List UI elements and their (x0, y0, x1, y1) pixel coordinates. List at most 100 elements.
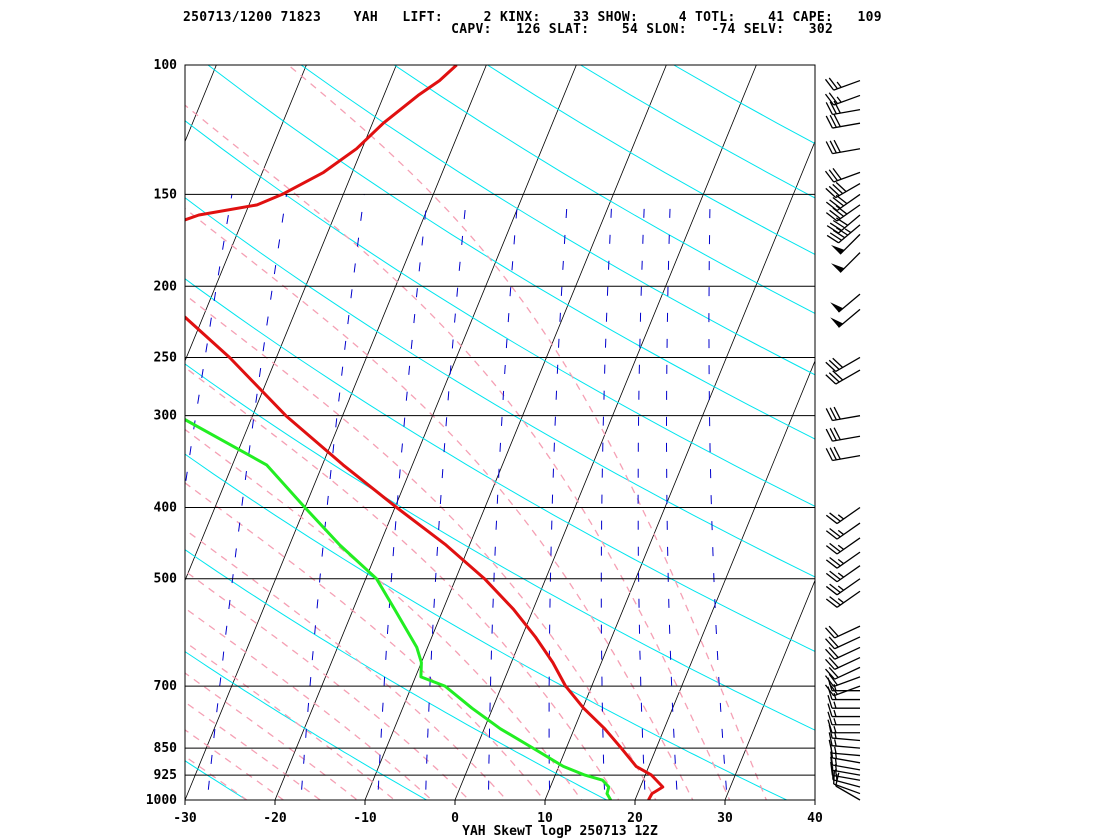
wind-barb (824, 673, 861, 688)
wind-barb-feather (826, 225, 839, 234)
wind-barb-feather (829, 557, 841, 567)
wind-barb-half-feather (834, 739, 837, 747)
mixing-ratio-line (424, 194, 468, 800)
moist-adiabat-line (185, 701, 322, 800)
wind-barb-feather (825, 668, 836, 680)
header: 250713/1200 71823 YAH LIFT: 2 KINX: 33 S… (0, 0, 1120, 40)
wind-barb (825, 646, 861, 660)
wind-barb-pennant (831, 263, 845, 273)
wind-barb-feather (825, 361, 837, 372)
wind-barb-staff (839, 252, 861, 273)
wind-barb-feather (833, 427, 841, 441)
moist-adiabat-lines (185, 65, 768, 800)
wind-barb (825, 406, 861, 422)
wind-barb-feather (835, 217, 849, 226)
wind-barb-staff (833, 783, 861, 795)
wind-barb-staff (832, 779, 861, 788)
wind-barb-staff (832, 122, 861, 129)
wind-barb-staff (832, 745, 861, 749)
wind-barb-staff (836, 204, 861, 222)
wind-barb-feather (829, 222, 842, 232)
wind-barb (825, 522, 861, 540)
wind-barb-half-feather (837, 598, 845, 604)
wind-barb (830, 308, 861, 328)
wind-barb-feather (827, 703, 833, 717)
wind-barb-feather (828, 673, 838, 686)
wind-barb-half-feather (837, 514, 845, 520)
isotherm-line (814, 798, 815, 800)
wind-barb-staff (833, 685, 861, 697)
temperature-line (185, 65, 665, 800)
wind-barb-staff (832, 454, 861, 462)
wind-barb-staff (834, 625, 861, 639)
wind-barb (833, 770, 861, 795)
wind-barb-staff (839, 233, 861, 255)
y-tick-label: 700 (154, 679, 178, 694)
wind-barb-staff (835, 369, 861, 385)
wind-barb-feather (824, 684, 835, 697)
wind-barb-feather (825, 559, 838, 569)
wind-barb-feather (833, 770, 836, 785)
wind-barb-feather (832, 168, 842, 180)
wind-barb-staff (836, 565, 861, 583)
wind-barb-feather (828, 732, 833, 746)
wind-barb (831, 233, 861, 255)
wind-barb-staff (838, 214, 861, 234)
wind-barb-feather (829, 407, 837, 421)
wind-barb-feather (825, 374, 837, 385)
wind-barb-feather (833, 114, 841, 127)
chart-title: YAH SkewT logP 250713 12Z (462, 824, 658, 839)
wind-barb (825, 590, 861, 608)
wind-barb-feather (828, 657, 839, 669)
y-tick-label: 1000 (146, 793, 177, 808)
wind-barb-staff (836, 537, 861, 555)
wind-barb-half-feather (833, 709, 837, 717)
wind-barb-half-feather (837, 585, 845, 591)
moist-adiabat-line (185, 607, 433, 800)
wind-barb-staff (834, 646, 861, 660)
dry-adiabat-line (394, 65, 815, 314)
wind-barb-feather (833, 406, 841, 420)
wind-barb (831, 252, 861, 273)
wind-barb-staff (832, 774, 861, 781)
y-tick-label: 100 (154, 58, 178, 73)
wind-barb-feather (829, 199, 841, 209)
wind-barb-feather (828, 77, 838, 90)
isotherm-line (185, 65, 217, 143)
wind-barb-feather (826, 234, 839, 244)
wind-barb-feather (825, 408, 834, 421)
wind-barb (828, 732, 861, 749)
wind-barb (825, 100, 861, 116)
wind-barb (827, 719, 860, 734)
wind-barb (827, 703, 860, 718)
wind-barb-feather (827, 711, 833, 725)
wind-barb-feather (825, 448, 834, 461)
y-tick-label: 925 (154, 768, 177, 783)
moist-adiabat-line (185, 641, 396, 800)
wind-barb-staff (832, 769, 861, 776)
y-tick-label: 500 (154, 572, 178, 587)
moist-adiabat-line (185, 729, 285, 800)
wind-barb-staff (834, 656, 861, 670)
wind-barb-feather (835, 181, 847, 193)
wind-barb-feather (830, 751, 834, 766)
wind-barb (825, 551, 861, 569)
wind-barb-feather (829, 542, 841, 553)
wind-barb-feather (828, 92, 838, 105)
wind-barb-feather (832, 183, 844, 195)
wind-barb-pennant (831, 245, 845, 255)
wind-barb-staff (836, 590, 861, 608)
wind-barb-feather (825, 648, 836, 660)
dry-adiabat-lines (185, 65, 815, 800)
sounding-traces (185, 65, 665, 800)
wind-barb-staff (832, 415, 861, 422)
wind-barb-feather (829, 583, 841, 594)
moist-adiabat-line (185, 207, 694, 800)
wind-barb-staff (834, 666, 861, 680)
wind-barb-staff (832, 435, 861, 442)
wind-barb-half-feather (833, 683, 837, 691)
y-tick-label: 200 (154, 279, 178, 294)
wind-barb-staff (832, 148, 861, 155)
wind-barb (827, 694, 860, 709)
